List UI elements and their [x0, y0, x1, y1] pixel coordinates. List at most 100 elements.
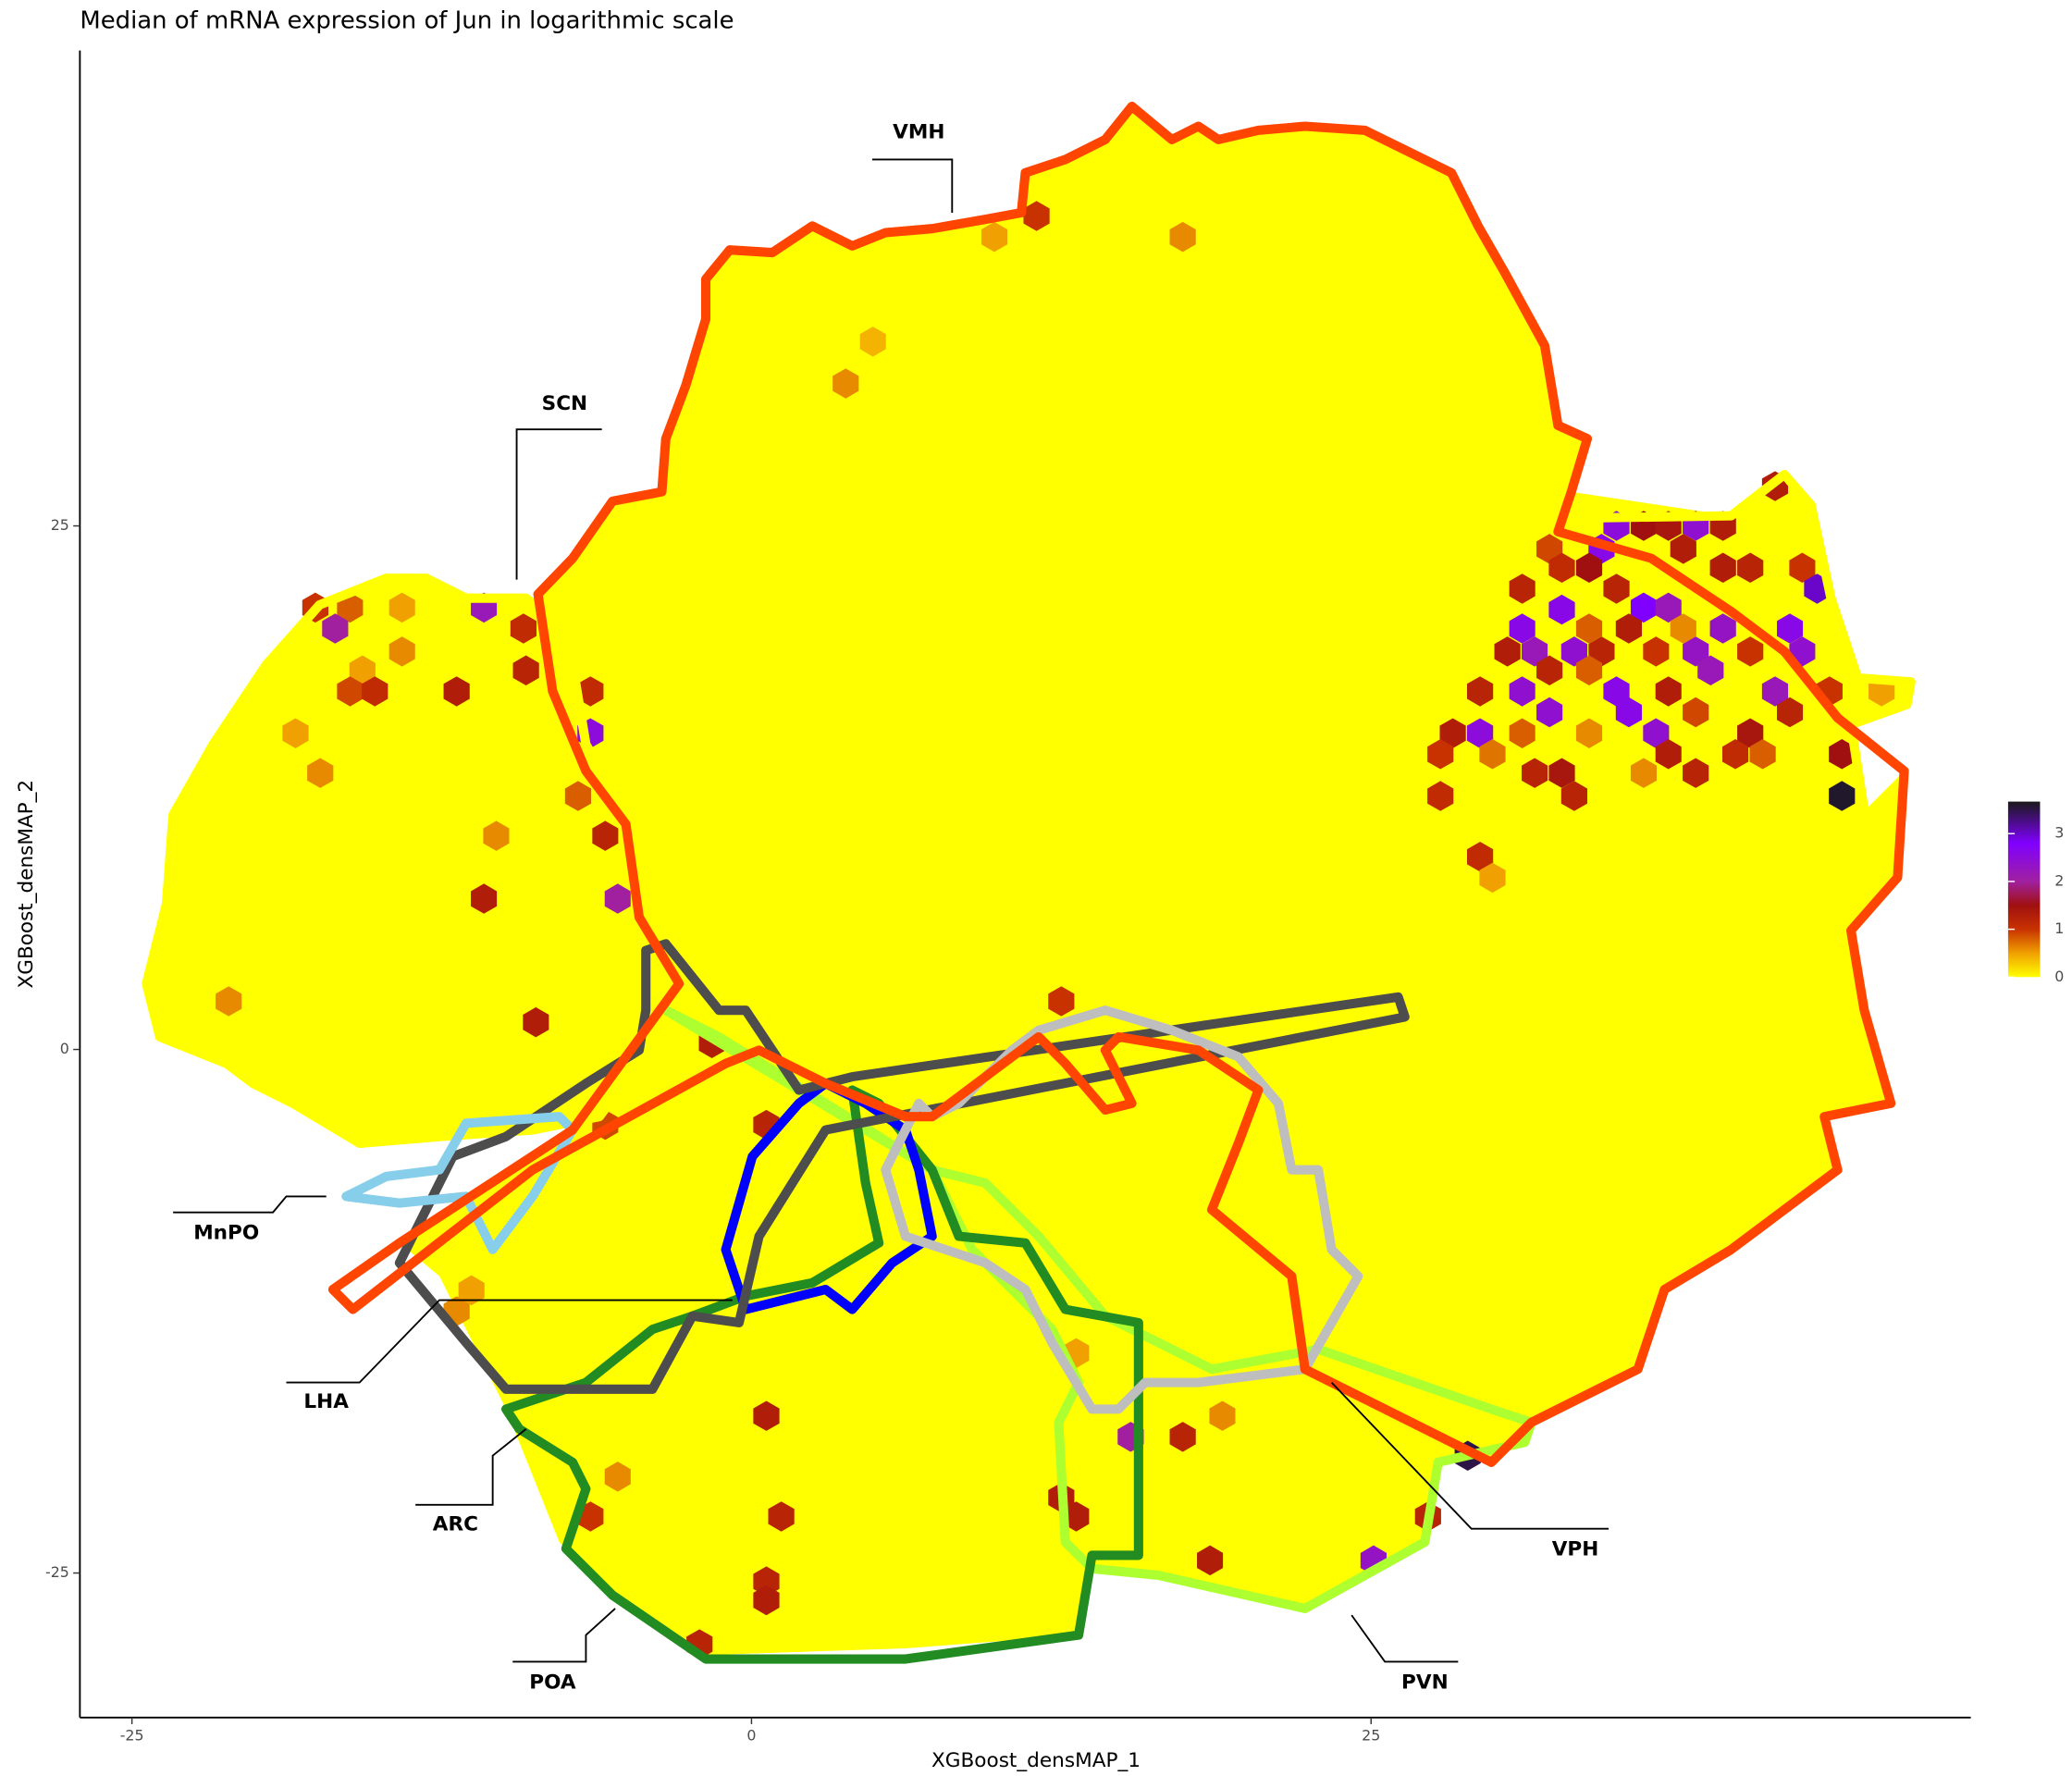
y-tick-label: 25	[51, 516, 69, 534]
hexbin-cell	[753, 1566, 780, 1597]
scn-area	[146, 578, 653, 1143]
hexbin-cell	[1466, 718, 1494, 748]
hexbin-cell	[604, 883, 631, 914]
region-label: VPH	[1552, 1538, 1599, 1561]
leader	[1330, 1381, 1610, 1530]
arc-poa-contour	[501, 1085, 1143, 1664]
hexbin-cell	[1169, 1422, 1196, 1452]
hexbin-cell	[216, 986, 242, 1017]
hexbin-cell	[1829, 739, 1856, 770]
hexbin-cell	[1721, 739, 1749, 770]
hexbin-cell	[1615, 613, 1643, 644]
hexbin-cell	[1615, 697, 1643, 728]
hexbin-cell	[1603, 676, 1630, 707]
hexbin-cell	[388, 592, 415, 623]
hexbin-cell	[1776, 697, 1804, 728]
main-area	[399, 105, 1911, 1656]
hexbin-cell	[1776, 613, 1804, 644]
hexbin-cell	[1522, 636, 1548, 667]
hexbin-cell	[1509, 676, 1536, 707]
hexbin-cell	[1737, 636, 1764, 667]
colorbar-tick-label: 2	[2054, 871, 2064, 889]
leader	[415, 1428, 527, 1506]
hexbin-cell	[1643, 718, 1670, 748]
hexbin-cell	[322, 613, 349, 644]
vmh-contour	[327, 101, 1909, 1467]
hexbin-cell	[1761, 676, 1789, 707]
hexbin-cell	[1209, 1400, 1236, 1431]
hexbin-cell	[1509, 613, 1536, 644]
hexbin-cell	[577, 676, 604, 707]
hexbin-cell	[1466, 676, 1494, 707]
hexbin-cell	[753, 1400, 780, 1431]
hexbin-cell	[604, 1462, 631, 1492]
hexbin-cell	[1560, 781, 1587, 811]
hexbin-cell	[1789, 552, 1816, 584]
hexbin-cell	[1655, 739, 1682, 770]
hexbin-cell	[768, 1501, 795, 1532]
leader	[286, 1299, 733, 1384]
hexbin-cell	[1697, 655, 1724, 685]
region-label: MnPO	[193, 1222, 259, 1245]
region-label: POA	[529, 1671, 576, 1694]
hexbin-cell	[1197, 1545, 1224, 1576]
y-tick-label: -25	[45, 1563, 69, 1581]
hexbin-cell	[1427, 739, 1454, 770]
ne-contour	[1558, 470, 1916, 835]
hexbin-cell	[1575, 718, 1603, 748]
leaders	[173, 158, 1610, 1663]
hexbin-cell	[1749, 739, 1776, 770]
hexbin-cell	[282, 718, 309, 748]
hexbin-cell	[362, 676, 388, 707]
hexbin-cell	[1709, 613, 1736, 644]
hexbin-cell	[1479, 739, 1506, 770]
hexbin-cell	[337, 676, 364, 707]
hexbin-cell	[1683, 697, 1709, 728]
hexbin-cell	[1630, 592, 1657, 623]
density-area	[146, 105, 1911, 1656]
region-label: VMH	[893, 121, 944, 144]
x-axis-label: XGBoost_densMAP_1	[931, 1749, 1141, 1772]
hexbin-cell	[980, 221, 1008, 253]
hexbin-cell	[859, 327, 886, 357]
hexbin-cell	[1023, 201, 1050, 231]
hexbin-cell	[1670, 613, 1696, 644]
hexbin-cell	[1560, 636, 1587, 667]
hexbin-cell	[1575, 613, 1603, 644]
hexbin-cell	[1575, 655, 1603, 685]
leader	[1350, 1614, 1459, 1663]
y-axis-label: XGBoost_densMAP_2	[15, 780, 38, 989]
hexbin-cell	[1603, 574, 1630, 604]
hexbin-cell	[1630, 758, 1657, 788]
hexbin-cell	[1548, 758, 1575, 788]
hexbin-cell	[388, 636, 415, 667]
region-label: ARC	[433, 1512, 478, 1536]
hexbin-cell	[349, 655, 376, 685]
hexbin-cell	[592, 820, 619, 851]
leader	[871, 158, 954, 213]
leader	[515, 428, 602, 580]
x-tick-label: 0	[746, 1726, 756, 1744]
hexbin-cell	[832, 368, 859, 399]
region-label: SCN	[542, 392, 587, 415]
hexbin-cell	[483, 820, 510, 851]
hexbin-cell	[1494, 636, 1521, 667]
hexbin-cell	[1737, 552, 1764, 584]
y-tick-label: 0	[60, 1040, 69, 1057]
hexbin-cell	[510, 613, 537, 644]
leader	[173, 1195, 327, 1214]
hexbin-cell	[1737, 718, 1764, 748]
hexbin-cell	[1548, 594, 1575, 625]
hexbin-cell	[1643, 636, 1670, 667]
hexbin-cell	[1709, 552, 1736, 584]
hexbin-cell	[512, 655, 539, 685]
hexbin-cell	[523, 1006, 549, 1038]
hexbin-cell	[753, 1585, 780, 1616]
hexbin-cell	[458, 1275, 485, 1306]
hexbin-cell	[1829, 781, 1856, 811]
hexbin-cell	[1522, 758, 1548, 788]
hexbin-cell	[1536, 655, 1563, 685]
hexbin-cell	[1509, 574, 1536, 604]
colorbar-tick-label: 1	[2054, 919, 2064, 937]
